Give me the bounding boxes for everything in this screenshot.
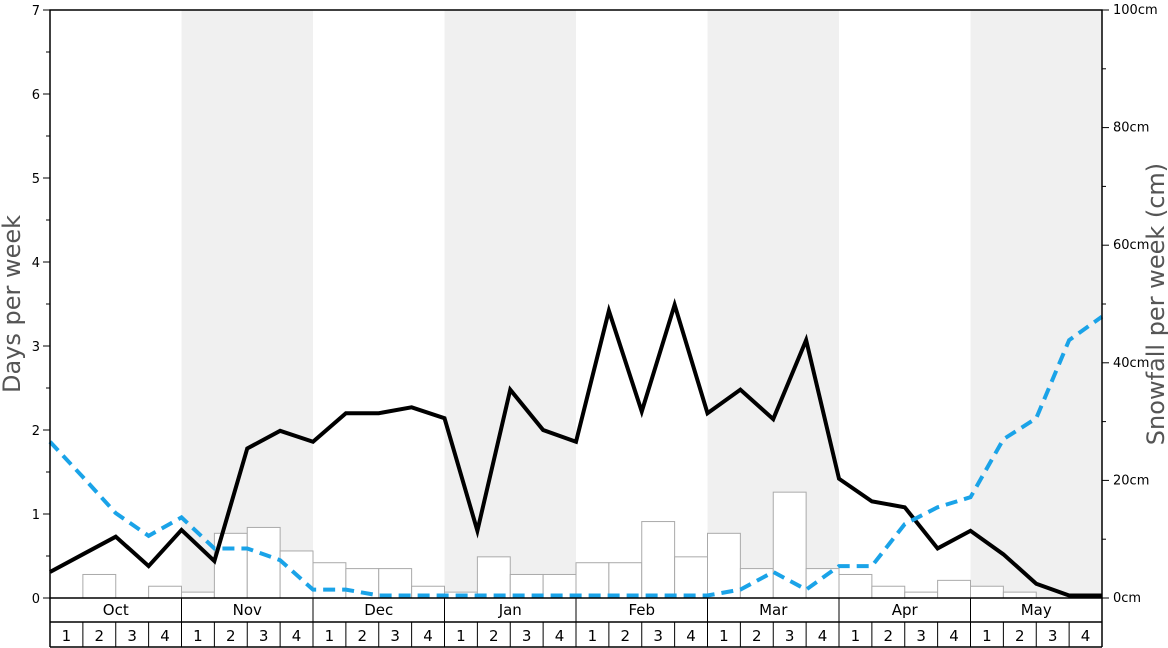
right-axis: 0cm 20cm 40cm 60cm 80cm 100cm — [1102, 3, 1158, 606]
week-label: 4 — [423, 627, 433, 645]
week-label: 3 — [390, 627, 400, 645]
week-label: 1 — [588, 627, 598, 645]
week-label: 4 — [818, 627, 828, 645]
snowfall-bar — [838, 573, 873, 599]
week-label: 1 — [325, 627, 335, 645]
month-label: Apr — [892, 601, 919, 619]
left-tick-label: 6 — [32, 88, 40, 103]
left-axis: 0 1 2 3 4 5 6 7 — [32, 4, 50, 607]
snowfall-bar — [707, 532, 741, 599]
snowfall-bar — [772, 491, 807, 599]
snowfall-bar — [805, 568, 840, 599]
snowfall-bar — [937, 579, 971, 599]
month-label: Feb — [628, 601, 655, 619]
month-label: Jan — [498, 601, 522, 619]
snowfall-bar — [1002, 591, 1037, 599]
right-tick-label: 40cm — [1113, 356, 1149, 371]
month-label: Oct — [103, 601, 129, 619]
left-tick-label: 4 — [32, 256, 40, 271]
week-label: 1 — [193, 627, 203, 645]
snowfall-bar — [82, 573, 117, 599]
week-label: 3 — [916, 627, 926, 645]
snowfall-bar — [970, 585, 1004, 599]
week-label: 4 — [292, 627, 302, 645]
right-tick-label: 100cm — [1113, 3, 1158, 18]
snowfall-bar — [575, 562, 610, 599]
snowfall-bar — [641, 521, 676, 599]
week-label: 4 — [949, 627, 959, 645]
week-label: 3 — [1048, 627, 1058, 645]
snowfall-bar — [476, 556, 511, 599]
month-bands — [50, 10, 1102, 598]
week-label: 2 — [358, 627, 368, 645]
week-label: 4 — [686, 627, 696, 645]
week-label: 4 — [1081, 627, 1091, 645]
right-tick-label: 80cm — [1113, 121, 1149, 136]
snowfall-bar — [378, 568, 413, 599]
week-label: 2 — [621, 627, 631, 645]
week-label: 3 — [522, 627, 532, 645]
week-label: 3 — [127, 627, 137, 645]
month-band — [50, 10, 182, 598]
week-label: 1 — [456, 627, 466, 645]
snowfall-bar — [674, 556, 708, 599]
month-label: Mar — [759, 601, 788, 619]
week-label: 2 — [884, 627, 894, 645]
month-band — [313, 10, 445, 598]
snowfall-bar — [871, 585, 906, 599]
right-tick-label: 20cm — [1113, 473, 1149, 488]
snowfall-bar — [739, 568, 774, 599]
week-label: 3 — [653, 627, 663, 645]
month-label: Nov — [233, 601, 262, 619]
week-label: 2 — [752, 627, 762, 645]
month-band — [839, 10, 971, 598]
week-label: 3 — [259, 627, 269, 645]
snowfall-bar — [148, 585, 182, 599]
week-label: 3 — [785, 627, 795, 645]
left-tick-label: 3 — [32, 340, 40, 355]
week-label: 4 — [160, 627, 170, 645]
left-tick-label: 5 — [32, 172, 40, 187]
week-label: 2 — [226, 627, 236, 645]
month-band — [576, 10, 708, 598]
left-tick-label: 1 — [32, 508, 40, 523]
week-label: 1 — [851, 627, 861, 645]
right-axis-title: Snowfall per week (cm) — [1142, 163, 1168, 445]
snowfall-bar — [246, 526, 281, 599]
left-tick-label: 0 — [32, 592, 40, 607]
snowfall-bar — [904, 591, 939, 599]
week-label: 2 — [95, 627, 105, 645]
week-label: 2 — [489, 627, 499, 645]
month-label: Dec — [364, 601, 393, 619]
left-axis-title: Days per week — [0, 215, 26, 393]
snowfall-bar — [608, 562, 643, 599]
month-band — [970, 10, 1102, 598]
snowfall-bar — [181, 591, 215, 599]
week-label: 1 — [982, 627, 992, 645]
week-label: 1 — [62, 627, 72, 645]
month-axis: Oct 1 2 3 4 Nov 1 2 3 4 Dec 1 2 3 4 Jan 1 2 3 4 Feb 1 2 3 4 Mar 1 2… — [49, 598, 1103, 648]
series-lines — [48, 298, 1104, 598]
right-tick-label: 60cm — [1113, 238, 1149, 253]
month-band — [181, 10, 313, 598]
month-band — [444, 10, 576, 598]
week-label: 1 — [719, 627, 729, 645]
month-label: May — [1021, 601, 1052, 619]
left-tick-label: 2 — [32, 424, 40, 439]
left-tick-label: 7 — [32, 4, 40, 19]
solid-line-series — [49, 298, 1102, 598]
right-tick-label: 0cm — [1113, 591, 1141, 606]
snowfall-bar — [312, 562, 347, 599]
week-label: 4 — [555, 627, 565, 645]
week-label: 2 — [1015, 627, 1025, 645]
dashed-line-series — [48, 314, 1104, 598]
